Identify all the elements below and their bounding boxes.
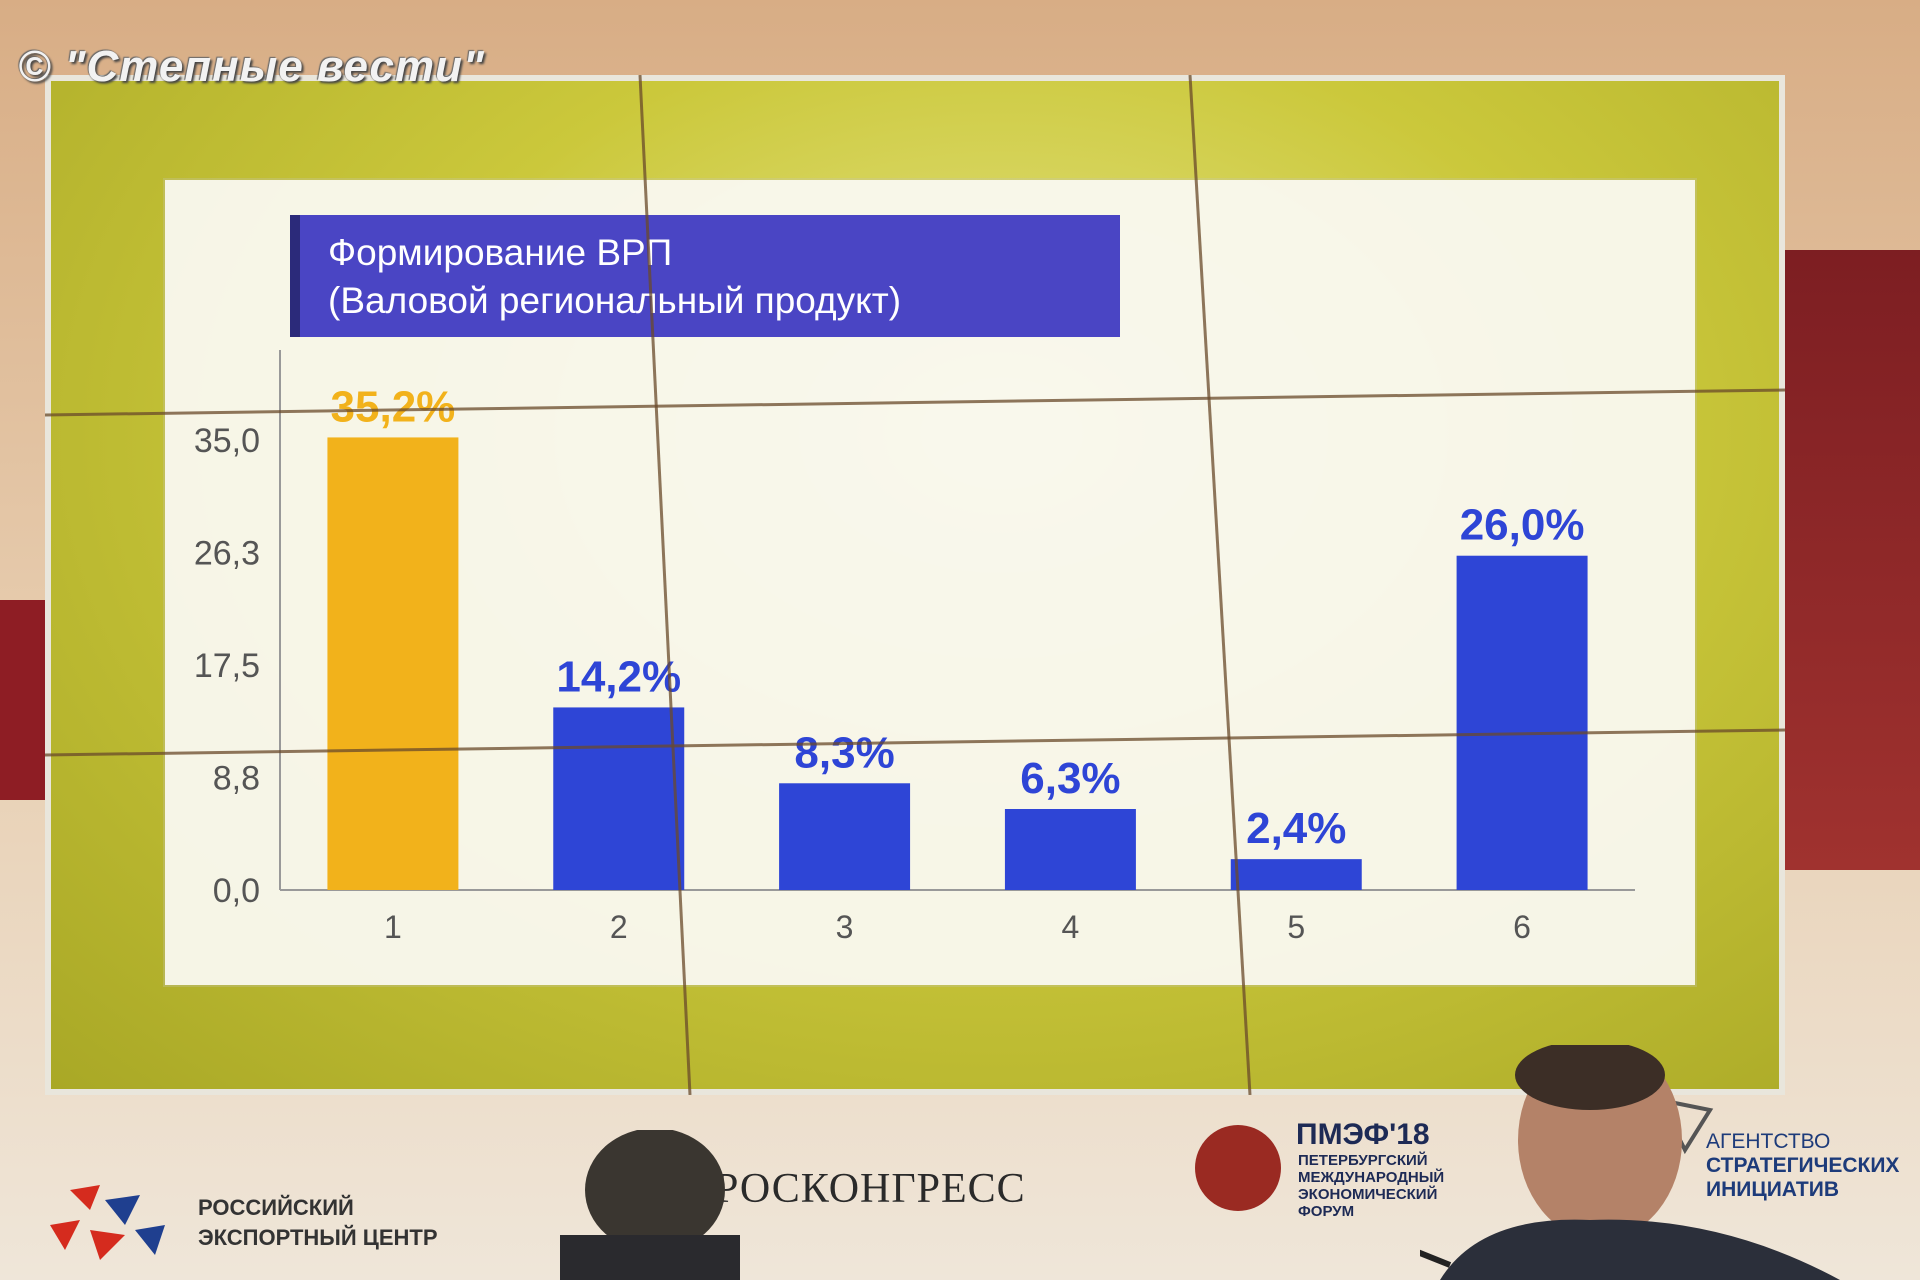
bar (553, 707, 685, 890)
roscongress-logo: РОСКОНГРЕСС (715, 1166, 1026, 1212)
bar (1456, 555, 1588, 890)
y-tick-label: 35,0 (194, 422, 260, 460)
pmef-subtitle-line3: ЭКОНОМИЧЕСКИЙ (1298, 1186, 1438, 1203)
x-axis-categories: 1 2 3 4 5 6 (384, 909, 1531, 945)
bar (1230, 859, 1362, 890)
bar (1004, 809, 1136, 890)
rec-name-line2: ЭКСПОРТНЫЙ ЦЕНТР (198, 1225, 438, 1250)
slide-title-line2: (Валовой региональный продукт) (328, 280, 902, 321)
pmef-subtitle-line4: ФОРУМ (1298, 1203, 1355, 1220)
pmef-subtitle-line2: МЕЖДУНАРОДНЫЙ (1298, 1169, 1445, 1186)
bar-data-label: 6,3% (1020, 754, 1120, 803)
chart-bars (327, 437, 1588, 890)
pmef-subtitle: ПЕТЕРБУРГСКИЙ МЕЖДУНАРОДНЫЙ ЭКОНОМИЧЕСКИ… (1298, 1152, 1444, 1220)
asi-name-line3: ИНИЦИАТИВ (1706, 1178, 1839, 1201)
watermark: © "Степные вести" (18, 42, 485, 91)
x-category-label: 2 (610, 909, 628, 945)
rec-name-line1: РОССИЙСКИЙ (198, 1195, 354, 1220)
x-category-label: 6 (1513, 909, 1531, 945)
speaker-right-silhouette (1420, 1045, 1840, 1280)
bar-data-label: 35,2% (331, 382, 456, 431)
y-axis-ticks: 0,0 8,8 17,5 26,3 35,0 (194, 422, 260, 910)
x-category-label: 4 (1062, 909, 1080, 945)
bar-data-label: 26,0% (1460, 501, 1585, 550)
pmef-title: ПМЭФ'18 (1296, 1118, 1430, 1151)
y-tick-label: 8,8 (213, 760, 260, 798)
bar-chart: 0,0 8,8 17,5 26,3 35,0 35,2% 14,2% 8,3% 6,3% 2,4… (194, 350, 1635, 945)
bar-data-labels: 35,2% 14,2% 8,3% 6,3% 2,4% 26,0% (331, 382, 1585, 853)
asi-name-line1: АГЕНТСТВО (1706, 1130, 1831, 1153)
asi-name-line2: СТРАТЕГИЧЕСКИХ (1706, 1154, 1900, 1177)
slide-title-box: Формирование ВРП (Валовой региональный п… (290, 215, 1120, 337)
x-category-label: 5 (1287, 909, 1305, 945)
rec-logo-icon (50, 1185, 165, 1260)
y-tick-label: 26,3 (194, 535, 260, 573)
speaker-left-silhouette (560, 1130, 740, 1280)
bar-data-label: 14,2% (556, 652, 681, 701)
y-tick-label: 17,5 (194, 647, 260, 685)
y-tick-label: 0,0 (213, 872, 260, 910)
pmef-ship-emblem-icon (1195, 1125, 1281, 1211)
bar-data-label: 2,4% (1246, 804, 1346, 853)
bar (779, 783, 911, 890)
chart-axes (279, 350, 1635, 891)
x-category-label: 1 (384, 909, 402, 945)
bar-data-label: 8,3% (794, 728, 894, 777)
rec-name: РОССИЙСКИЙ ЭКСПОРТНЫЙ ЦЕНТР (198, 1193, 438, 1253)
screen-seam-lines (45, 75, 1785, 1095)
bar (327, 437, 459, 890)
slide-title-line1: Формирование ВРП (328, 232, 673, 273)
pmef-subtitle-line1: ПЕТЕРБУРГСКИЙ (1298, 1152, 1428, 1169)
x-category-label: 3 (836, 909, 854, 945)
asi-name: АГЕНТСТВО СТРАТЕГИЧЕСКИХ ИНИЦИАТИВ (1706, 1130, 1899, 1202)
